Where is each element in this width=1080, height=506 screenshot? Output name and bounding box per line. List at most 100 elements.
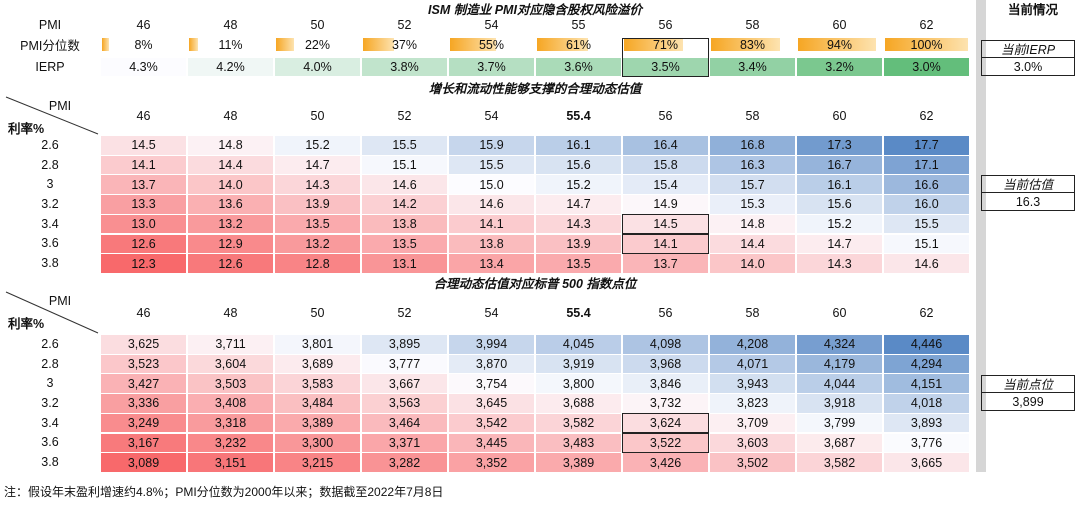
percentile-bar	[537, 38, 588, 51]
heat-cell: 14.1	[623, 234, 708, 254]
heat-cell: 3,427	[101, 374, 186, 394]
row-label: PMI	[38, 18, 62, 32]
heat-cell: 16.7	[797, 155, 882, 175]
heat-cell: 3,994	[449, 335, 534, 354]
heat-cell: 12.9	[188, 234, 273, 254]
heat-cell: 13.5	[362, 234, 447, 254]
heat-cell: 3,624	[623, 413, 708, 433]
heat-cell: 3,919	[536, 354, 621, 374]
heat-cell: 14.1	[449, 214, 534, 234]
heat-cell: 14.1	[101, 155, 186, 175]
percentile-label: 37%	[391, 37, 418, 52]
percentile-bar	[276, 38, 295, 51]
section-title: ISM 制造业 PMI对应隐含股权风险溢价	[428, 2, 642, 17]
heat-cell: 13.8	[449, 234, 534, 254]
heat-cell: 3,918	[797, 394, 882, 413]
corner-top: PMI	[48, 294, 72, 308]
heat-cell: 3,371	[362, 433, 447, 453]
pmi-header: 48	[223, 306, 238, 320]
pmi-header: 60	[832, 306, 847, 320]
heat-cell: 14.8	[188, 136, 273, 155]
heat-cell: 3,408	[188, 394, 273, 413]
heat-cell: 3,711	[188, 335, 273, 354]
heat-cell: 3,625	[101, 335, 186, 354]
heat-cell: 16.8	[710, 136, 795, 155]
percentile-bar	[885, 38, 968, 51]
current-header: 当前情况	[1007, 2, 1058, 17]
pmi-header: 54	[484, 109, 499, 123]
heat-cell: 3,846	[623, 374, 708, 394]
heat-cell: 14.2	[362, 195, 447, 214]
heat-cell: 15.5	[362, 136, 447, 155]
heat-cell: 15.2	[536, 175, 621, 195]
heat-cell: 13.5	[536, 254, 621, 273]
heat-cell: 14.8	[710, 214, 795, 234]
corner-bottom: 利率%	[7, 316, 45, 331]
heat-cell: 12.6	[188, 254, 273, 273]
highlight-box	[622, 412, 709, 434]
heat-cell: 14.0	[710, 254, 795, 273]
pmi-header: 60	[832, 18, 847, 32]
heat-cell: 17.1	[884, 155, 969, 175]
heat-cell: 3,893	[884, 413, 969, 433]
heat-cell: 14.7	[536, 195, 621, 214]
rate-label: 3.6	[41, 236, 59, 251]
heat-cell: 4,045	[536, 335, 621, 354]
heat-cell: 13.7	[101, 175, 186, 195]
pmi-header: 52	[397, 109, 412, 123]
heat-cell: 3,604	[188, 354, 273, 374]
percentile-bar	[102, 38, 109, 51]
pmi-header: 52	[397, 306, 412, 320]
heat-cell: 3,282	[362, 453, 447, 472]
heat-cell: 3,249	[101, 413, 186, 433]
highlight-box	[622, 233, 709, 255]
ierp-cell: 4.2%	[188, 58, 273, 76]
rate-label: 2.8	[41, 356, 59, 371]
pmi-header: 62	[919, 306, 934, 320]
rate-label: 3.4	[41, 216, 59, 231]
ierp-cell: 3.6%	[536, 58, 621, 76]
heat-cell: 3,089	[101, 453, 186, 472]
heat-cell: 3,688	[536, 394, 621, 413]
heat-cell: 4,179	[797, 354, 882, 374]
heat-cell: 3,300	[275, 433, 360, 453]
heat-cell: 3,665	[884, 453, 969, 472]
percentile-bar	[798, 38, 877, 51]
heat-cell: 3,563	[362, 394, 447, 413]
heat-cell: 3,503	[188, 374, 273, 394]
heat-cell: 3,232	[188, 433, 273, 453]
percentile-label: 8%	[134, 37, 153, 52]
heat-cell: 3,484	[275, 394, 360, 413]
heat-cell: 3,667	[362, 374, 447, 394]
heat-cell: 13.7	[623, 254, 708, 273]
heat-cell: 3,968	[623, 354, 708, 374]
heat-cell: 3,583	[275, 374, 360, 394]
pmi-header: 54	[484, 306, 499, 320]
heat-cell: 4,098	[623, 335, 708, 354]
heat-cell: 3,645	[449, 394, 534, 413]
current-value: 3.0%	[1013, 60, 1043, 74]
highlight-box	[981, 375, 1075, 411]
section-title: 合理动态估值对应标普 500 指数点位	[433, 276, 637, 291]
ierp-cell: 3.8%	[362, 58, 447, 76]
rate-label: 3.8	[41, 256, 59, 271]
pmi-header: 56	[658, 306, 673, 320]
heat-cell: 13.0	[101, 214, 186, 234]
heat-cell: 14.7	[275, 155, 360, 175]
pmi-header: 50	[310, 18, 325, 32]
highlight-box	[622, 38, 709, 77]
pmi-header: 58	[745, 18, 760, 32]
heat-cell: 3,522	[623, 433, 708, 453]
heat-cell: 3,389	[275, 413, 360, 433]
percentile-label: 22%	[304, 37, 331, 52]
heat-cell: 4,208	[710, 335, 795, 354]
heat-cell: 3,464	[362, 413, 447, 433]
percentile-bar	[363, 38, 394, 51]
heat-cell: 14.5	[101, 136, 186, 155]
percentile-bar	[711, 38, 780, 51]
heat-cell: 4,324	[797, 335, 882, 354]
pmi-header: 56	[658, 109, 673, 123]
heat-cell: 3,689	[275, 354, 360, 374]
ierp-cell: 4.0%	[275, 58, 360, 76]
